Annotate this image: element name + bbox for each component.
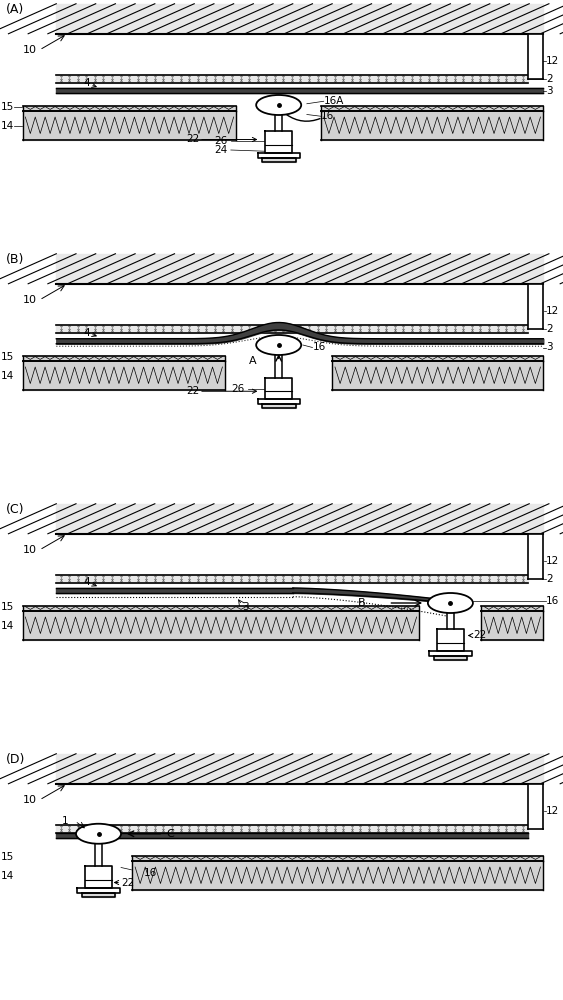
Text: 24: 24 [214, 145, 227, 155]
Text: 1: 1 [62, 816, 69, 826]
Text: 10: 10 [23, 45, 37, 55]
Text: 12: 12 [546, 56, 560, 66]
Text: 3: 3 [242, 602, 249, 612]
Text: 14: 14 [1, 871, 14, 881]
Text: 16: 16 [144, 867, 157, 878]
Text: 15: 15 [1, 102, 14, 112]
Text: 4: 4 [83, 79, 96, 89]
Text: 16: 16 [312, 342, 326, 353]
Text: 16: 16 [546, 595, 560, 605]
Text: 14: 14 [1, 121, 14, 131]
Text: 14: 14 [1, 621, 14, 631]
Text: 26: 26 [214, 136, 227, 146]
Text: 22: 22 [468, 631, 486, 641]
Text: 2: 2 [546, 574, 553, 584]
Text: 4: 4 [83, 577, 96, 587]
Text: 12: 12 [546, 806, 560, 816]
Text: 4: 4 [83, 328, 96, 338]
Text: A: A [248, 356, 256, 366]
Text: B: B [358, 598, 365, 608]
Text: 16A: 16A [324, 96, 344, 106]
Text: 22: 22 [186, 134, 257, 144]
Text: 3: 3 [546, 342, 553, 353]
Text: 14: 14 [1, 371, 14, 381]
Text: 26: 26 [231, 384, 244, 394]
Text: 2: 2 [546, 324, 553, 334]
Text: 3: 3 [546, 86, 553, 96]
Text: (B): (B) [6, 253, 24, 266]
Text: 10: 10 [23, 545, 37, 555]
Text: C: C [166, 829, 174, 839]
Text: 10: 10 [23, 795, 37, 805]
Text: 16: 16 [321, 111, 334, 121]
Circle shape [428, 593, 473, 613]
Circle shape [256, 95, 301, 115]
Text: 22: 22 [114, 878, 135, 888]
Text: 22: 22 [186, 386, 257, 396]
Circle shape [256, 335, 301, 355]
Text: (D): (D) [6, 754, 25, 766]
Text: (A): (A) [6, 3, 24, 16]
Text: (C): (C) [6, 504, 24, 516]
Text: 15: 15 [1, 602, 14, 612]
Text: 15: 15 [1, 352, 14, 362]
Text: 15: 15 [1, 852, 14, 862]
Text: 12: 12 [546, 306, 560, 316]
Circle shape [76, 824, 121, 844]
Text: 12: 12 [546, 556, 560, 566]
Text: 10: 10 [23, 295, 37, 305]
Text: 2: 2 [546, 74, 553, 84]
